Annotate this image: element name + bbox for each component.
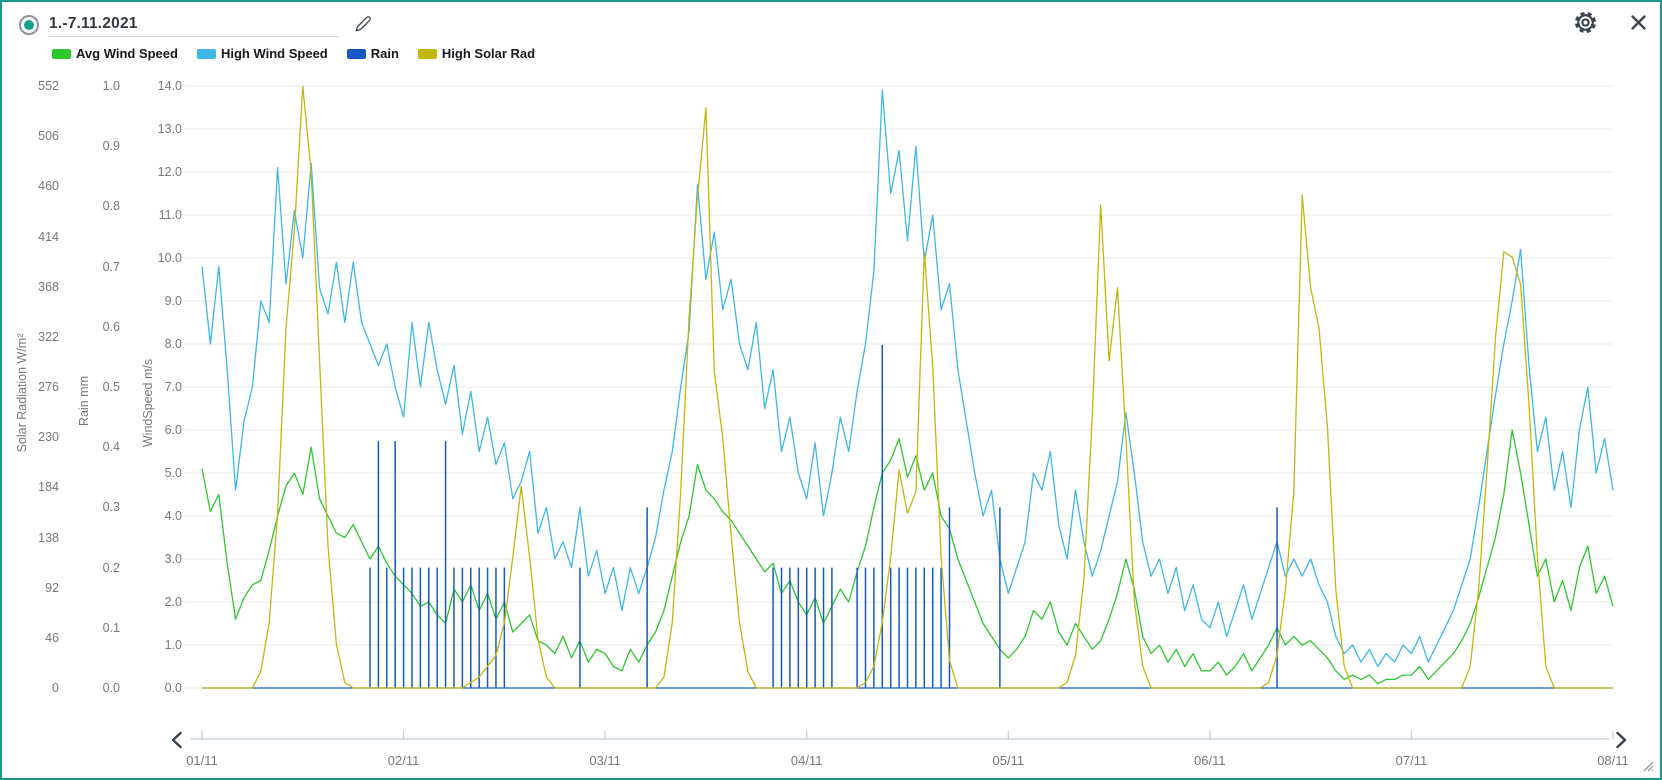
rain-swatch xyxy=(346,48,366,59)
settings-gear-icon[interactable] xyxy=(1573,10,1598,35)
wind-axis-tick-label: 5.0 xyxy=(164,466,182,480)
legend-label: Avg Wind Speed xyxy=(76,46,178,61)
rain-axis-tick-label: 1.0 xyxy=(102,79,120,93)
rain-axis-tick-label: 0.6 xyxy=(102,319,120,334)
scroll-left-chevron-icon[interactable] xyxy=(170,731,183,749)
wind-axis-tick-label: 3.0 xyxy=(164,552,182,566)
wind-axis-tick-label: 6.0 xyxy=(164,423,182,437)
x-axis-tick-label: 01/11 xyxy=(186,753,218,768)
solar-axis-tick-label: 0 xyxy=(52,681,59,695)
rain-axis-tick-label: 0.9 xyxy=(102,139,120,154)
legend-label: High Solar Rad xyxy=(441,46,536,61)
avg-wind-speed-swatch xyxy=(52,48,71,59)
x-axis-tick-label: 07/11 xyxy=(1395,753,1428,768)
avg-wind-speed-line xyxy=(201,429,1614,685)
x-axis-tick-label: 03/11 xyxy=(589,753,621,768)
rain-axis-tick-label: 0.8 xyxy=(102,199,120,214)
solar-axis-tick-label: 460 xyxy=(38,179,59,194)
x-axis-tick-label: 02/11 xyxy=(387,753,420,768)
legend-label: High Wind Speed xyxy=(220,46,328,61)
legend-item-high-solar-rad[interactable]: High Solar Rad xyxy=(417,46,536,61)
x-axis-tick-label: 04/11 xyxy=(790,753,823,768)
rain-axis-tick-label: 0.2 xyxy=(102,560,120,575)
wind-axis-tick-label: 0.0 xyxy=(164,681,182,695)
solar-axis-tick-label: 138 xyxy=(38,530,59,545)
solar-axis-tick-label: 322 xyxy=(38,329,59,344)
high-solar-rad-swatch xyxy=(417,48,437,59)
wind-axis-tick-label: 4.0 xyxy=(164,509,182,523)
solar-axis-tick-label: 552 xyxy=(38,79,59,93)
wind-axis-tick-label: 2.0 xyxy=(164,595,182,609)
wind-axis-tick-label: 12.0 xyxy=(157,165,182,179)
legend-item-avg-wind-speed[interactable]: Avg Wind Speed xyxy=(52,46,178,61)
legend-label: Rain xyxy=(370,46,399,61)
close-icon[interactable] xyxy=(1630,14,1647,31)
date-range-field[interactable]: 1.-7.11.2021 xyxy=(49,11,339,37)
solar-axis-tick-label: 368 xyxy=(38,279,59,294)
rain-axis-tick-label: 0.5 xyxy=(102,380,120,394)
time-scrollbar-track[interactable] xyxy=(190,733,1610,744)
x-axis-tick-label: 08/11 xyxy=(1597,753,1629,768)
solar-axis-tick-label: 184 xyxy=(38,480,59,495)
solar-axis-tick-label: 46 xyxy=(45,630,59,645)
rain-axis-tick-label: 0.0 xyxy=(102,681,120,695)
wind-axis-tick-label: 11.0 xyxy=(158,208,182,222)
rain-axis-tick-label: 0.4 xyxy=(102,440,120,455)
solar-axis-tick-label: 276 xyxy=(38,380,59,394)
legend-item-rain[interactable]: Rain xyxy=(346,46,399,61)
x-axis-tick-label: 05/11 xyxy=(992,753,1025,768)
solar-axis-tick-label: 506 xyxy=(38,129,59,144)
high-wind-speed-line xyxy=(201,89,1614,668)
resize-grip-icon[interactable] xyxy=(1640,758,1655,773)
rain-axis-tick-label: 0.3 xyxy=(102,500,120,515)
date-range-radio[interactable] xyxy=(19,15,39,35)
wind-axis-tick-label: 10.0 xyxy=(157,251,182,265)
date-range-value: 1.-7.11.2021 xyxy=(49,15,138,32)
high-solar-rad-line xyxy=(202,85,1613,689)
wind-axis-tick-label: 13.0 xyxy=(157,122,182,136)
legend-item-high-wind-speed[interactable]: High Wind Speed xyxy=(196,46,328,61)
x-axis-tick-label: 06/11 xyxy=(1194,753,1226,768)
wind-axis-tick-label: 7.0 xyxy=(164,380,182,394)
radio-dot-icon xyxy=(24,20,34,30)
solar-axis-tick-label: 414 xyxy=(38,229,59,244)
legend: Avg Wind Speed High Wind Speed Rain High… xyxy=(52,46,535,61)
wind-axis-tick-label: 1.0 xyxy=(164,638,182,652)
wind-axis-tick-label: 14.0 xyxy=(157,79,182,93)
solar-axis-tick-label: 92 xyxy=(45,580,59,595)
edit-pencil-icon[interactable] xyxy=(354,15,372,33)
high-wind-speed-swatch xyxy=(196,48,216,59)
wind-axis-tick-label: 8.0 xyxy=(164,337,182,351)
rain-axis-tick-label: 0.7 xyxy=(102,259,120,274)
scroll-right-chevron-icon[interactable] xyxy=(1615,731,1628,749)
rain-axis-tick-label: 0.1 xyxy=(102,620,120,635)
wind-axis-tick-label: 9.0 xyxy=(164,294,182,308)
solar-axis-tick-label: 230 xyxy=(38,430,59,445)
